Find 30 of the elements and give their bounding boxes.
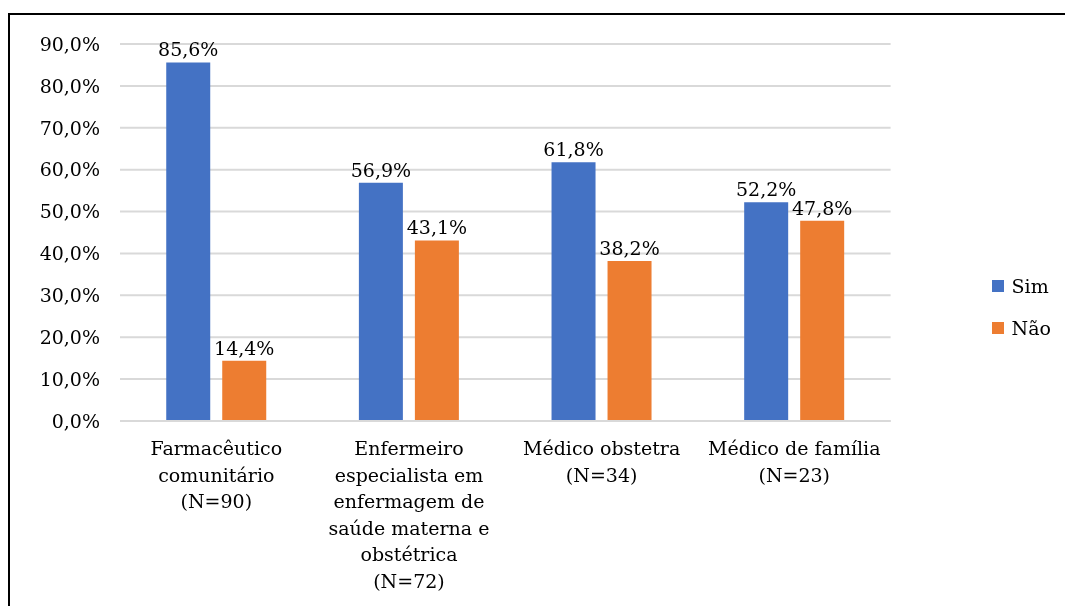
data-label: 61,8% [543, 138, 604, 161]
y-tick-label: 80,0% [39, 74, 100, 97]
y-tick-label: 50,0% [39, 200, 100, 223]
x-tick-label: Farmacêutico comunitário (N=90) [150, 437, 283, 512]
data-label: 85,6% [158, 38, 219, 61]
y-tick-label: 30,0% [39, 284, 100, 307]
y-tick-label: 70,0% [39, 116, 100, 139]
x-tick-label: Médico de família (N=23) [708, 437, 881, 486]
legend-label: Sim [1011, 275, 1049, 297]
bar [607, 260, 652, 421]
y-tick-label: 0,0% [51, 409, 100, 432]
y-tick-label: 10,0% [39, 367, 100, 390]
bar [222, 360, 267, 421]
data-label: 38,2% [599, 236, 660, 259]
bar [414, 240, 459, 421]
bar [800, 220, 845, 421]
y-tick-label: 20,0% [39, 325, 100, 348]
x-tick-label: Médico obstetra (N=34) [522, 437, 681, 486]
bar [744, 202, 789, 421]
data-label: 56,9% [350, 158, 412, 181]
y-tick-label: 40,0% [39, 242, 100, 265]
legend-label: Não [1011, 317, 1051, 339]
x-tick-label: Enfermeiro especialista em enfermagem de saúde materna e obstétrica (N=72) [328, 437, 490, 592]
bar [166, 62, 211, 421]
y-tick-label: 60,0% [39, 158, 100, 181]
y-tick-label: 90,0% [39, 32, 100, 55]
bar [358, 182, 403, 421]
data-label: 43,1% [406, 216, 468, 239]
data-label: 14,4% [214, 336, 275, 359]
bar [551, 162, 596, 421]
